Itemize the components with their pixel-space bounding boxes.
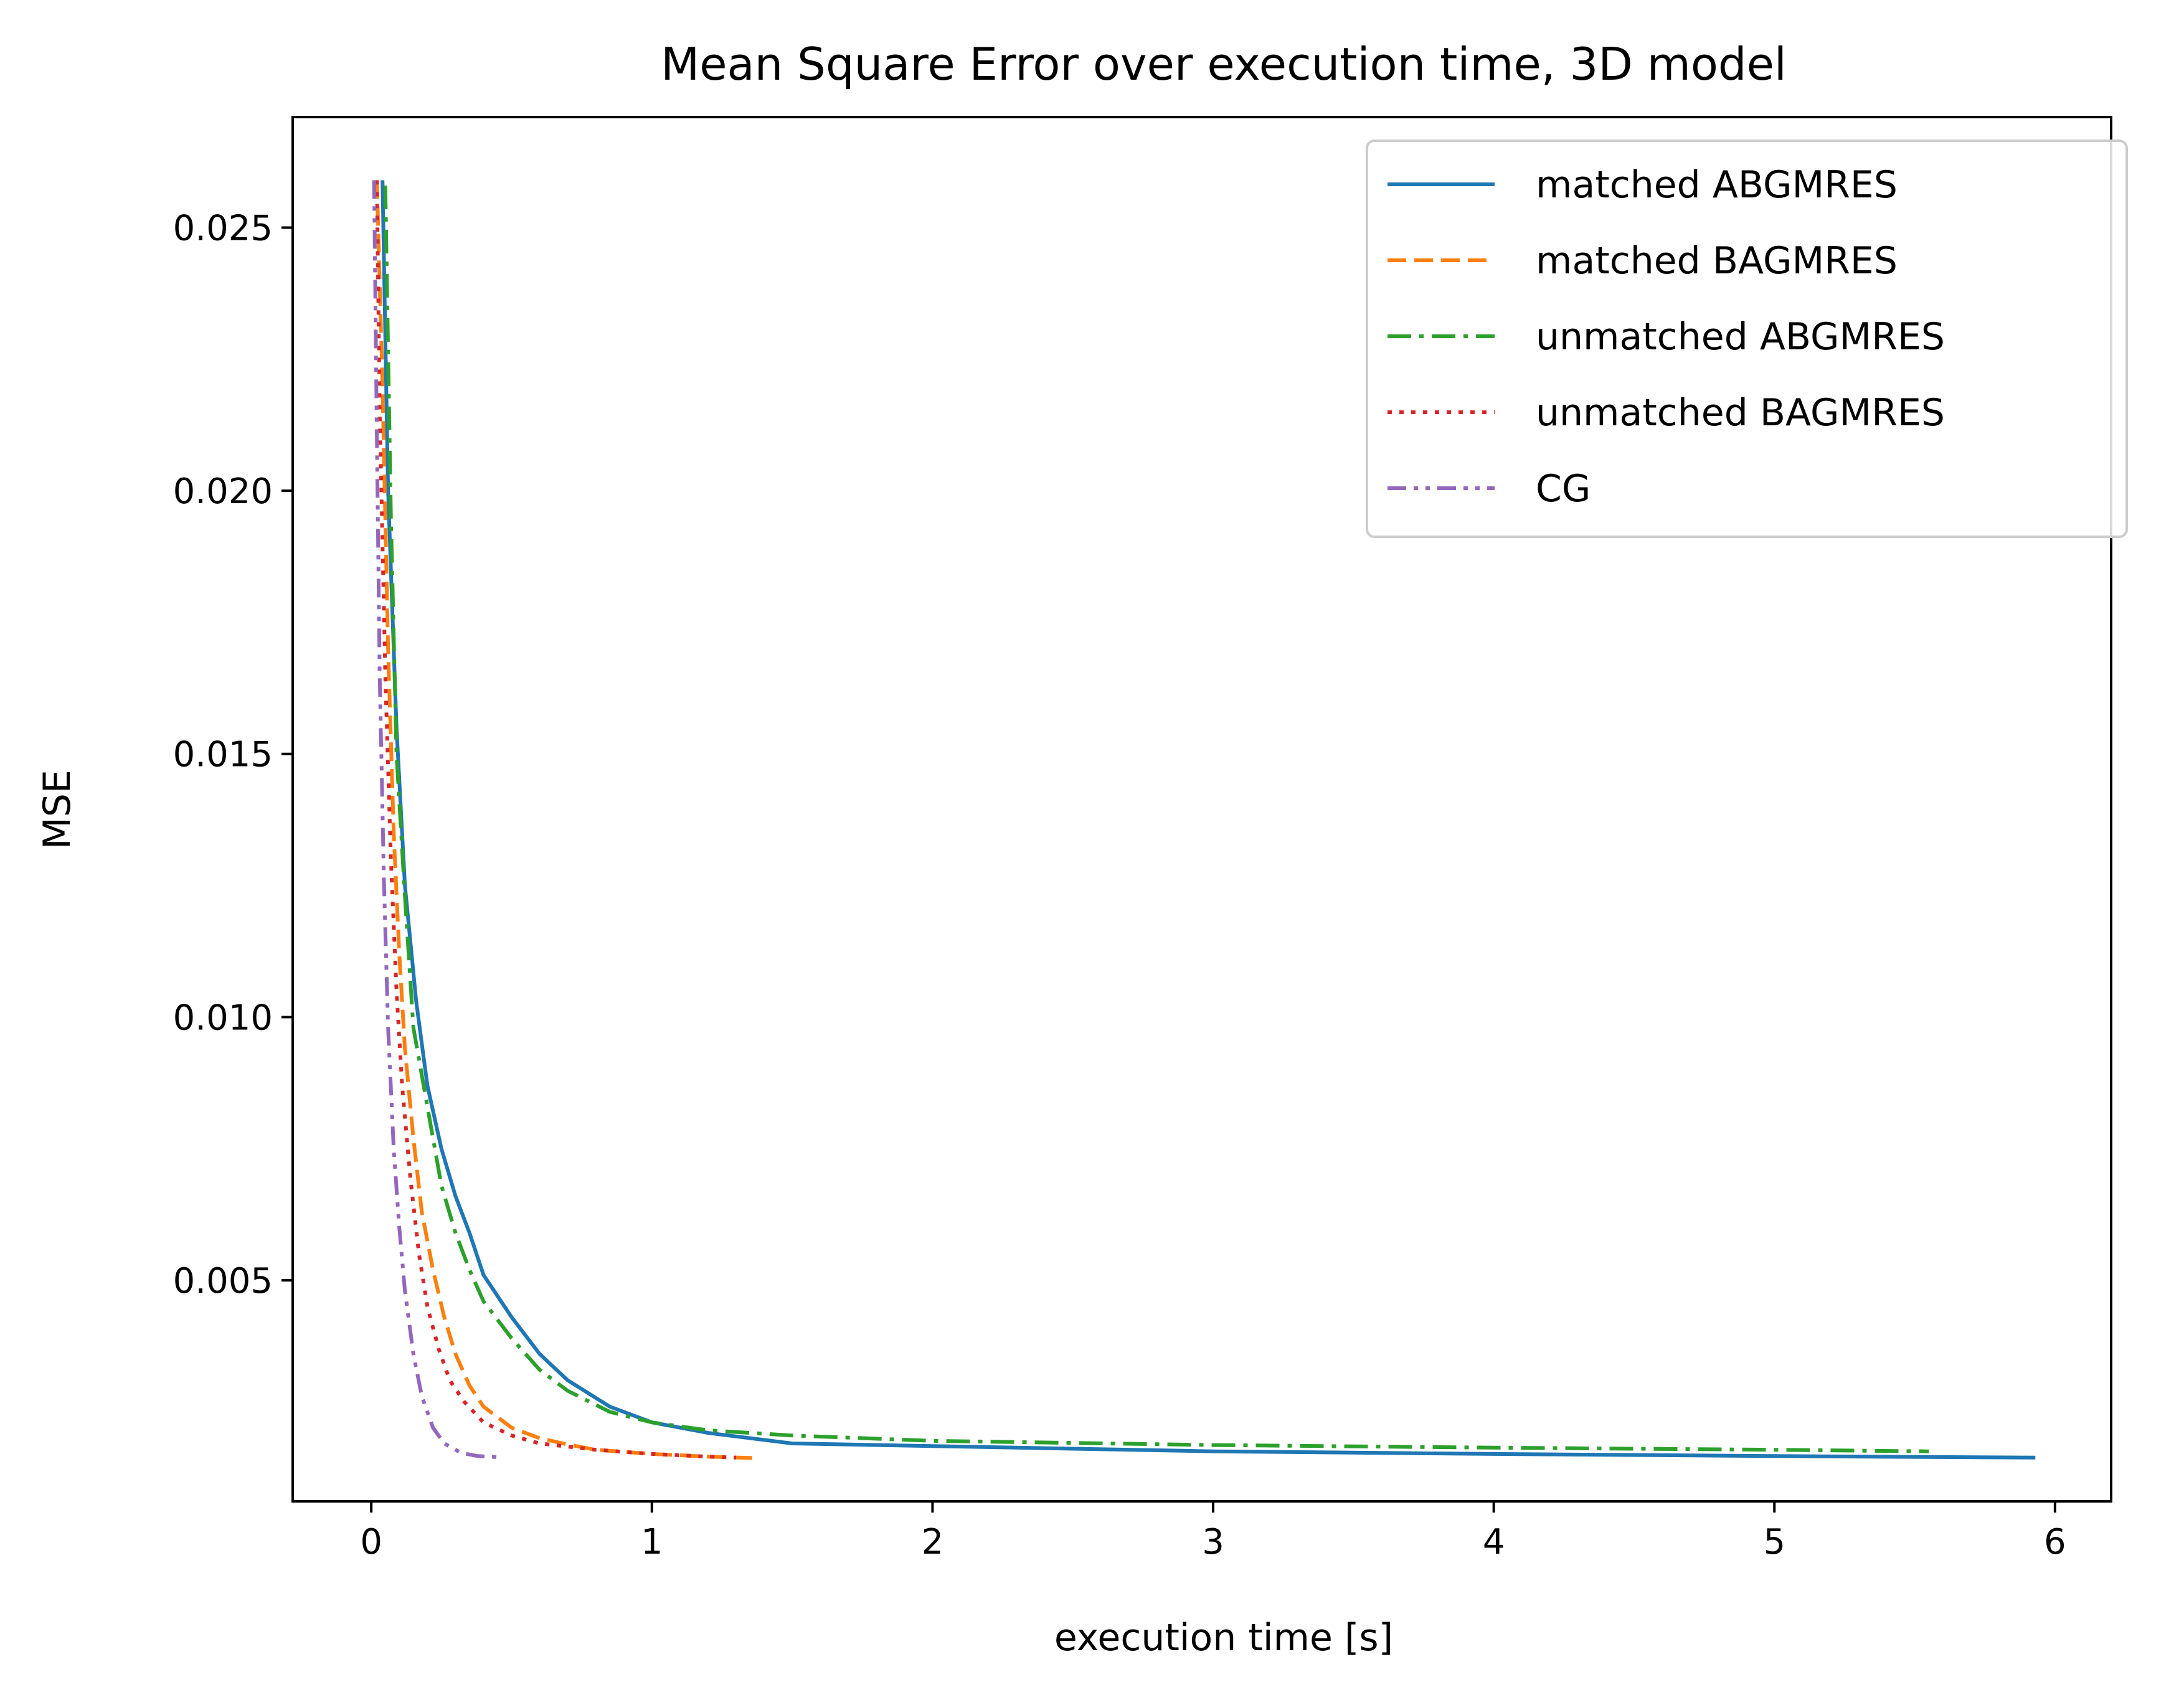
series-line-matched-abgmres	[381, 180, 2036, 1460]
x-tick-label: 6	[2044, 1522, 2066, 1562]
series-line-cg	[372, 180, 498, 1459]
legend-label: unmatched BAGMRES	[1536, 391, 1945, 435]
chart-title: Mean Square Error over execution time, 3…	[661, 38, 1787, 90]
y-axis-label: MSE	[35, 770, 79, 849]
y-axis-ticks: 0.005 0.010 0.015 0.020 0.025	[173, 209, 293, 1301]
legend-label: matched BAGMRES	[1536, 239, 1898, 283]
legend-label: unmatched ABGMRES	[1536, 315, 1945, 359]
plot-frame	[291, 116, 2112, 1503]
series-line-matched-bagmres	[375, 180, 759, 1460]
legend-items: matched ABGMRES matched BAGMRES unmatched …	[1387, 163, 1945, 511]
series-lines	[372, 180, 2036, 1460]
y-tick-label: 0.020	[173, 471, 273, 512]
legend-label: matched ABGMRES	[1536, 163, 1898, 207]
series-line-unmatched-abgmres	[383, 185, 1929, 1453]
x-tick-label: 0	[360, 1522, 382, 1562]
y-tick-label: 0.010	[173, 998, 273, 1038]
plot-area: 0 1 2 3 4 5 6 0.005 0.010 0.015 0.020 0.025	[173, 116, 2112, 1562]
x-tick-label: 4	[1483, 1522, 1505, 1562]
x-axis-ticks: 0 1 2 3 4 5 6	[360, 1501, 2066, 1562]
x-tick-label: 5	[1763, 1522, 1785, 1562]
y-tick-label: 0.015	[173, 735, 273, 775]
legend-box	[1366, 139, 2128, 538]
legend: matched ABGMRES matched BAGMRES unmatched …	[1366, 139, 2128, 538]
legend-label: CG	[1536, 467, 1591, 511]
x-axis-label: execution time [s]	[1054, 1616, 1393, 1660]
y-tick-label: 0.005	[173, 1261, 273, 1301]
y-tick-label: 0.025	[173, 209, 273, 249]
x-tick-label: 2	[922, 1522, 944, 1562]
x-tick-label: 3	[1202, 1522, 1224, 1562]
series-line-unmatched-bagmres	[375, 180, 737, 1460]
x-tick-label: 1	[641, 1522, 663, 1562]
